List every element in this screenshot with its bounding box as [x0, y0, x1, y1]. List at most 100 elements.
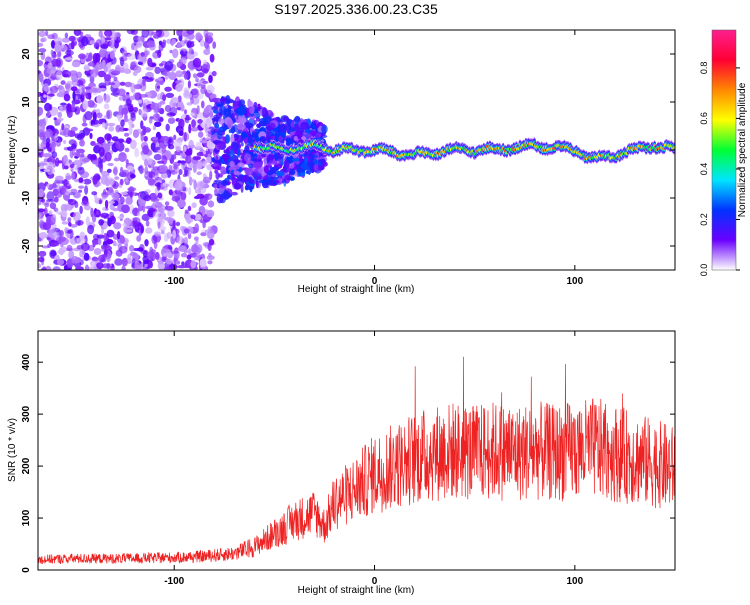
- spectrogram-cell: [59, 230, 64, 237]
- spectrogram-cell: [320, 159, 326, 164]
- spectrogram-cell: [42, 37, 47, 42]
- spectrogram-cell: [193, 58, 201, 68]
- spectrogram-cell: [177, 265, 186, 268]
- spectrogram-cell: [188, 206, 192, 211]
- spectrogram-cell: [162, 155, 168, 165]
- spectrogram-cell: [108, 187, 113, 193]
- spectrogram-cell: [99, 199, 102, 204]
- spectrogram-cell: [104, 30, 112, 37]
- spectrogram-cell: [38, 31, 45, 37]
- spectrogram-cell: [155, 252, 160, 260]
- spectrogram-cell: [294, 136, 298, 141]
- spectrogram-cell: [141, 52, 145, 57]
- spectrogram-cell: [173, 164, 177, 169]
- spectrogram-cell: [248, 163, 254, 168]
- spectrogram-cell: [37, 263, 42, 268]
- spectrogram-cell: [80, 171, 89, 178]
- spectrogram-cell: [195, 214, 202, 221]
- spectrogram-cell: [64, 165, 69, 169]
- spectrogram-cell: [145, 227, 152, 233]
- spectrogram-cell: [191, 127, 199, 131]
- spectrogram-cell: [76, 154, 83, 157]
- x-tick-label: 100: [566, 576, 583, 587]
- spectrogram-cell: [148, 158, 153, 164]
- spectrogram-cell: [153, 113, 161, 121]
- spectrogram-cell: [183, 92, 192, 99]
- spectrogram-cell: [129, 245, 134, 252]
- spectrogram-cell: [200, 232, 207, 236]
- spectrogram-cell: [50, 251, 56, 257]
- spectrogram-cell: [139, 165, 144, 174]
- spectrogram-cell: [211, 106, 218, 111]
- spectrogram-cell: [121, 108, 128, 115]
- spectrogram-cell: [247, 99, 251, 108]
- spectrogram-cell: [309, 157, 315, 160]
- spectrogram-cell: [102, 122, 106, 128]
- spectrogram-cell: [41, 198, 45, 202]
- spectrogram-cell: [53, 189, 59, 197]
- spectrogram-cell: [67, 245, 73, 251]
- spectrogram-cell: [38, 257, 44, 263]
- spectrogram-cell: [214, 123, 219, 129]
- spectrogram-cell: [148, 77, 154, 81]
- spectrogram-cell: [158, 204, 166, 213]
- y-tick-label: 0: [21, 147, 32, 153]
- spectrogram-cell: [217, 131, 223, 140]
- spectrogram-cell: [138, 99, 143, 103]
- spectrogram-cell: [166, 124, 170, 131]
- spectrogram-cell: [103, 233, 107, 242]
- spectrogram-cell: [197, 72, 205, 77]
- spectrogram-cell: [146, 220, 150, 226]
- spectrogram-cell: [54, 197, 59, 203]
- spectrogram-cell: [57, 112, 62, 118]
- spectrogram-cell: [51, 53, 57, 58]
- spectrogram-cell: [65, 205, 74, 210]
- spectrogram-cell: [221, 180, 228, 186]
- spectrogram-cell: [184, 250, 189, 253]
- spectrogram-cell: [171, 250, 179, 254]
- spectrogram-cell: [256, 180, 259, 188]
- spectrogram-cell: [159, 165, 167, 173]
- spectrogram-cell: [181, 50, 184, 56]
- spectrogram-cell: [43, 94, 46, 98]
- spectrogram-cell: [90, 260, 97, 266]
- spectrogram-cell: [43, 83, 49, 92]
- spectrogram-cell: [220, 97, 227, 102]
- spectrogram-cell: [160, 101, 165, 105]
- spectrogram-cell: [65, 50, 74, 56]
- spectrogram-cell: [244, 168, 253, 175]
- spectrogram-cell: [44, 103, 51, 112]
- spectrogram-cell: [284, 159, 290, 168]
- spectrogram-cell: [213, 140, 222, 144]
- spectrogram-cell: [71, 256, 78, 264]
- spectrogram-cell: [117, 111, 122, 115]
- spectrogram-cell: [59, 44, 67, 51]
- spectrogram-cell: [164, 61, 173, 71]
- spectrogram-cell: [38, 189, 45, 198]
- spectrogram-cell: [72, 172, 75, 180]
- spectrogram-cell: [237, 148, 241, 157]
- spectrogram-cell: [81, 200, 89, 206]
- spectrogram-cell: [145, 166, 148, 175]
- spectrogram-cell: [116, 141, 121, 149]
- spectrogram-cell: [69, 160, 72, 164]
- spectrogram-cell: [126, 159, 129, 164]
- spectrogram-cell: [241, 142, 244, 146]
- spectrogram-cell: [185, 155, 192, 164]
- spectrogram-cell: [241, 132, 247, 139]
- spectrogram-cell: [93, 112, 97, 121]
- spectrogram-cell: [314, 164, 319, 171]
- spectrogram-cell: [217, 194, 224, 203]
- spectrogram-cell: [206, 157, 212, 163]
- spectrogram-cell: [231, 141, 239, 150]
- spectrogram-cell: [107, 169, 112, 173]
- spectrogram-cell: [71, 41, 75, 50]
- spectrogram-cell: [46, 142, 50, 149]
- spectrogram-cell: [46, 199, 54, 202]
- spectrogram-cell: [44, 203, 49, 208]
- spectrogram-cell: [267, 156, 274, 159]
- spectrogram-cell: [125, 197, 133, 205]
- colorbar: 0.00.20.40.60.8 Normalized spectral ampl…: [699, 30, 748, 276]
- spectrogram-cell: [151, 32, 159, 36]
- spectrogram-cell: [91, 191, 97, 195]
